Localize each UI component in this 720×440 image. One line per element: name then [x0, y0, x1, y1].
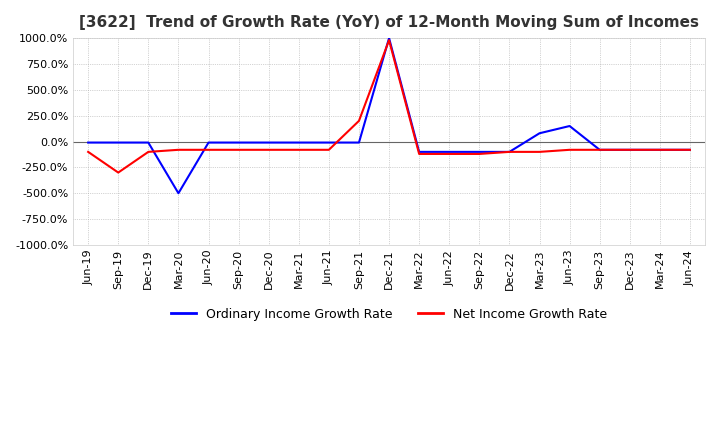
Legend: Ordinary Income Growth Rate, Net Income Growth Rate: Ordinary Income Growth Rate, Net Income … [166, 303, 612, 326]
Title: [3622]  Trend of Growth Rate (YoY) of 12-Month Moving Sum of Incomes: [3622] Trend of Growth Rate (YoY) of 12-… [79, 15, 699, 30]
